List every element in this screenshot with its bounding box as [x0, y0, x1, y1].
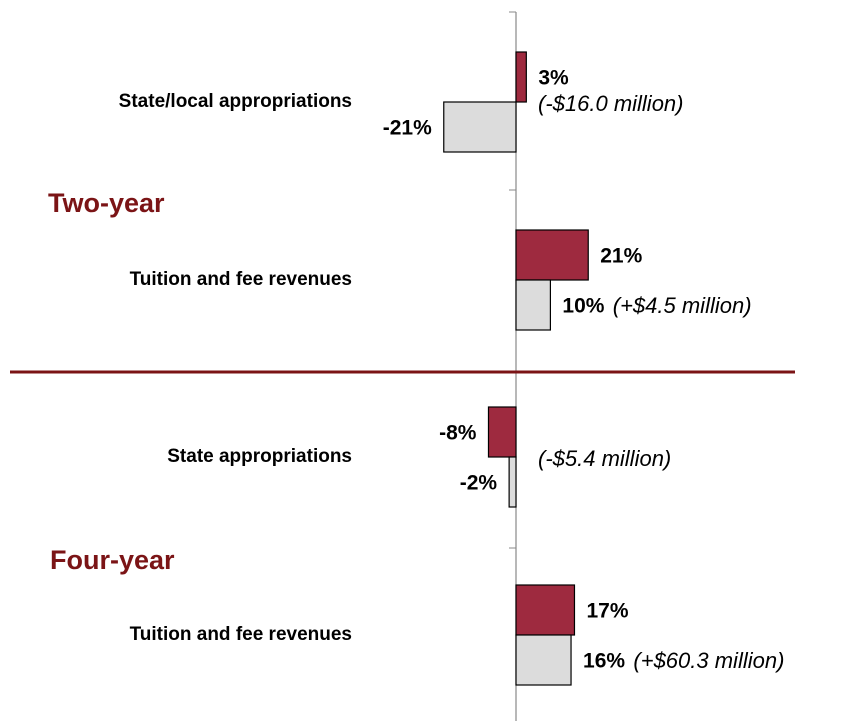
category-label: Tuition and fee revenues [130, 269, 352, 290]
annotation: (-$16.0 million) [538, 91, 684, 116]
value-label: -8% [439, 422, 477, 445]
bar [508, 456, 517, 508]
annotation: (-$5.4 million) [538, 446, 671, 471]
bar [515, 229, 589, 281]
bar [443, 101, 517, 153]
category-label: Tuition and fee revenues [130, 624, 352, 645]
value-label: 17% [586, 600, 628, 623]
value-label: 16% [583, 650, 625, 673]
group-label: Four-year [50, 545, 175, 575]
value-label: 21% [600, 245, 642, 268]
bar [515, 279, 552, 331]
category-label: State/local appropriations [119, 91, 352, 112]
value-label: -21% [383, 117, 432, 140]
value-label: -2% [460, 472, 498, 495]
bar [515, 51, 527, 103]
annotation: (+$4.5 million) [613, 293, 752, 318]
bar [487, 406, 517, 458]
bar [515, 634, 572, 686]
category-label: State appropriations [167, 446, 352, 467]
group-label: Two-year [48, 188, 165, 218]
value-label: 10% [562, 295, 604, 318]
annotation: (+$60.3 million) [633, 648, 784, 673]
value-label: 3% [538, 67, 569, 90]
bar [515, 584, 576, 636]
